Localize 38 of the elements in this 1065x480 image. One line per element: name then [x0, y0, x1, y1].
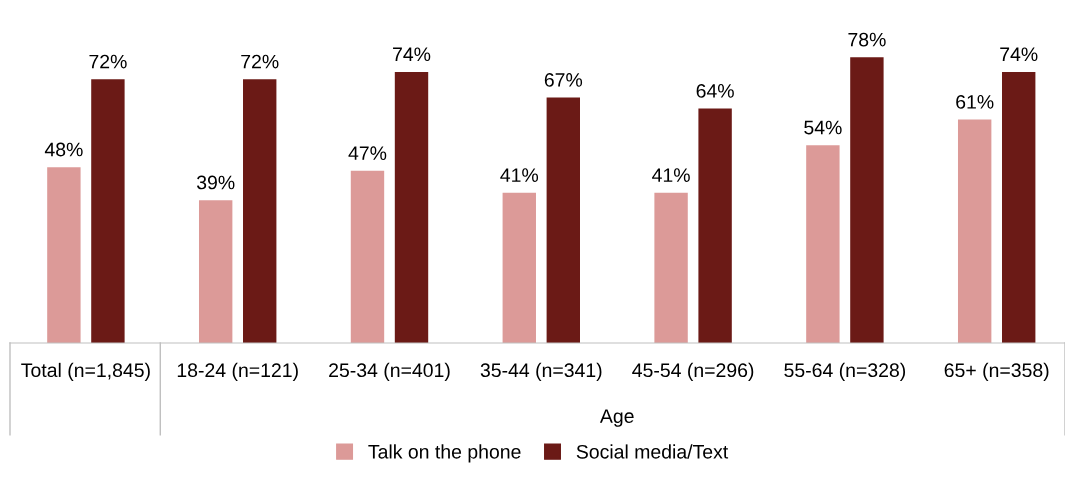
x-tick-label: Total (n=1,845)	[21, 362, 150, 381]
data-label: 64%	[696, 84, 734, 98]
bar	[850, 57, 884, 343]
bar	[91, 79, 125, 343]
bar	[698, 108, 732, 343]
legend-label: Social media/Text	[576, 444, 729, 459]
data-label: 72%	[241, 54, 279, 69]
data-label: 41%	[500, 168, 539, 182]
x-tick-label: 45-54 (n=296)	[632, 362, 754, 381]
legend-label: Talk on the phone	[368, 444, 521, 463]
bar	[1002, 71, 1036, 343]
bar	[546, 97, 580, 343]
data-label: 41%	[652, 168, 690, 182]
data-label: 74%	[393, 47, 431, 62]
x-tick-label: 35-44 (n=341)	[480, 362, 602, 381]
bar	[654, 192, 688, 343]
data-label: 48%	[44, 142, 83, 157]
data-label: 54%	[804, 120, 842, 135]
bar	[198, 200, 233, 343]
bar	[806, 145, 840, 343]
data-label: 47%	[348, 146, 387, 160]
data-label: 74%	[1000, 47, 1038, 62]
bar	[394, 71, 429, 343]
x-tick-label: 55-64 (n=328)	[784, 362, 906, 381]
bar	[243, 79, 277, 343]
bar	[502, 192, 536, 343]
x-tick-label: 25-34 (n=401)	[329, 362, 450, 381]
data-label: 67%	[544, 73, 583, 87]
x-tick-label: 65+ (n=358)	[944, 362, 1049, 381]
bar	[350, 170, 385, 343]
data-label: 78%	[848, 32, 886, 47]
text: Age	[599, 409, 634, 427]
data-label: 72%	[89, 54, 127, 69]
data-label: 39%	[196, 175, 235, 190]
bar	[47, 167, 81, 343]
data-label: 61%	[956, 95, 994, 109]
bar	[957, 119, 992, 343]
x-tick-label: 18-24 (n=121)	[177, 362, 298, 381]
